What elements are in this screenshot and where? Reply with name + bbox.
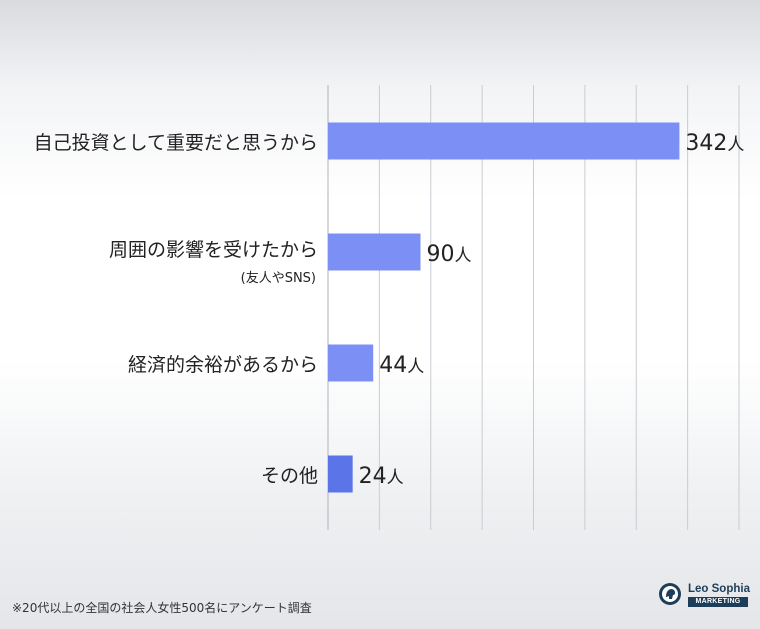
company-logo: Leo Sophia MARKETING [658, 582, 750, 608]
category-label: その他 [261, 465, 318, 487]
logo-subtitle: MARKETING [688, 597, 748, 607]
data-label: 24人 [359, 464, 404, 489]
category-label: 周囲の影響を受けたから [109, 239, 318, 261]
bar [328, 233, 421, 271]
data-label: 90人 [426, 242, 471, 267]
bar [328, 344, 374, 382]
bar [328, 122, 680, 160]
category-sublabel: (友人やSNS) [241, 270, 316, 286]
data-label: 342人 [685, 131, 744, 156]
bar [328, 455, 353, 493]
category-label: 経済的余裕があるから [128, 354, 318, 376]
category-label: 自己投資として重要だと思うから [34, 132, 318, 154]
data-label: 44人 [379, 353, 424, 378]
logo-name: Leo Sophia [688, 583, 750, 595]
footnote: ※20代以上の全国の社会人女性500名にアンケート調査 [12, 601, 312, 615]
lion-logo-icon [659, 583, 681, 605]
